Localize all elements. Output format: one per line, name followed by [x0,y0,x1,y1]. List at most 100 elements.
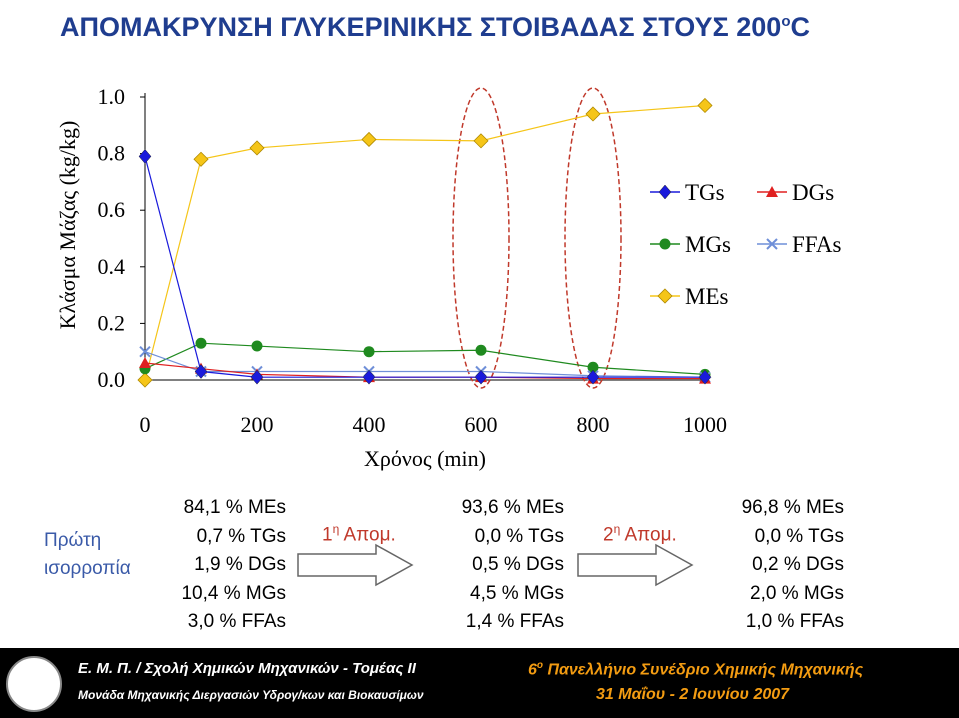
data-point-tgs [698,369,712,385]
footer [0,648,959,718]
footer-conference: 6ο Πανελλήνιο Συνέδριο Χημικής Μηχανικής [528,660,863,679]
step-2-label: 2η Απομ. [603,522,677,546]
legend-marker [657,288,673,304]
composition-1-ffas: 3,0 % FFAs [187,611,286,632]
data-point-mgs [251,340,263,352]
x-tick-label: 600 [465,412,498,437]
y-tick-label: 0.8 [98,141,126,166]
university-seal-icon [6,656,62,712]
composition-3-ffas: 1,0 % FFAs [745,611,844,632]
data-point-ffas-b [139,345,151,358]
x-tick-label: 1000 [683,412,727,437]
series-line-ffas [144,351,706,378]
data-point-mes [585,106,601,122]
composition-1-mes: 84,1 % MEs [183,497,286,518]
data-point-tgs [250,369,264,385]
first-equilibrium-line1: Πρώτη [44,530,102,551]
x-tick-label: 400 [353,412,386,437]
footer-conf-sup: ο [536,660,544,671]
composition-block-3: 96,8 % MEs 0,0 % TGs 0,2 % DGs 2,0 % MGs… [690,494,844,637]
x-tick-label: 800 [577,412,610,437]
step-2-number: 2 [603,524,614,546]
data-point-mes [137,372,153,388]
composition-3-tgs: 0,0 % TGs [754,525,844,547]
data-point-mes [193,151,209,167]
series-line-mgs [144,342,706,375]
highlight-ellipse [452,87,510,389]
footer-dates: 31 Μαΐου - 2 Ιουνίου 2007 [596,686,790,703]
footer-institution: Ε. Μ. Π. / Σχολή Χημικών Μηχανικών - Τομ… [78,660,416,677]
composition-2-tgs: 0,0 % TGs [474,525,564,547]
data-point-mgs [475,344,487,356]
composition-3-mgs: 2,0 % MGs [750,582,844,604]
step-1-text: Απομ. [343,524,396,546]
footer-unit: Μονάδα Μηχανικής Διεργασιών Υδρογ/κων κα… [78,688,424,702]
footer-conf-number: 6 [528,661,537,679]
data-point-mgs [587,361,599,373]
data-point-tgs [474,369,488,385]
composition-2-mgs: 4,5 % MGs [470,582,564,604]
data-point-mes [361,131,377,148]
data-point-tgs [194,364,208,379]
composition-block-2: 93,6 % MEs 0,0 % TGs 0,5 % DGs 4,5 % MGs… [410,494,564,637]
y-tick-label: 0.2 [98,310,126,335]
title-sup: o [781,13,791,30]
x-tick-label: 0 [140,412,151,437]
data-point-tgs [138,149,152,164]
data-point-dgs [139,357,151,369]
composition-2-ffas: 1,4 % FFAs [465,611,564,632]
legend-item-tgs: TGs [650,180,725,205]
legend-marker [658,184,672,200]
legend-item-dgs: DGs [757,180,834,205]
step-2-sup: η [613,522,621,536]
highlight-ellipse [564,87,622,389]
y-axis-label: Κλάσμα Μάζας (kg/kg) [55,121,80,330]
arrows [297,543,694,587]
composition-3-dgs: 0,2 % DGs [752,554,844,575]
data-point-mes [473,133,489,149]
composition-1-mgs: 10,4 % MGs [181,582,286,604]
step-2-text: Απομ. [624,524,677,546]
legend-item-mgs: MGs [650,232,731,257]
step-1-sup: η [332,522,340,536]
step-1-label: 1η Απομ. [322,522,396,546]
composition-2-mes: 93,6 % MEs [461,497,564,518]
composition-1-tgs: 0,7 % TGs [196,525,286,547]
first-equilibrium-line2: ισορροπία [44,558,131,579]
step-1-number: 1 [322,524,333,546]
composition-2-dgs: 0,5 % DGs [472,554,564,575]
footer-conf-text: Πανελλήνιο Συνέδριο Χημικής Μηχανικής [547,661,864,679]
data-point-tgs [362,369,376,385]
data-point-mgs [363,346,375,358]
line-chart: 1.0 0.8 0.6 0.4 0.2 0.0 0 200 400 600 800 1000 Χρόνο… [55,84,841,471]
y-tick-label: 0.6 [98,197,126,222]
legend-label: TGs [685,180,725,205]
legend-marker [766,186,778,197]
title-suffix: C [790,12,811,42]
legend-label: MEs [685,284,729,309]
legend-marker [659,238,671,250]
legend-label: MGs [685,232,731,257]
y-tick-label: 0.0 [98,367,126,392]
composition-3-mes: 96,8 % MEs [741,497,844,518]
title-text: ΑΠΟΜΑΚΡΥΝΣΗ ΓΛΥΚΕΡΙΝΙΚΗΣ ΣΤΟΙΒΑΔΑΣ ΣΤΟΥΣ… [60,12,782,42]
data-point-mgs [195,337,207,349]
composition-block-1: 84,1 % MEs 0,7 % TGs 1,9 % DGs 10,4 % MG… [130,494,286,637]
data-point-tgs [586,369,600,385]
y-tick-label: 1.0 [98,84,126,109]
x-tick-label: 200 [241,412,274,437]
legend-item-ffas: FFAs [757,232,841,257]
composition-1-dgs: 1,9 % DGs [194,554,286,575]
page-title: ΑΠΟΜΑΚΡΥΝΣΗ ΓΛΥΚΕΡΙΝΙΚΗΣ ΣΤΟΙΒΑΔΑΣ ΣΤΟΥΣ… [60,12,810,43]
legend-marker-b [766,238,778,250]
legend-label: FFAs [792,232,841,257]
first-equilibrium-label: Πρώτη ισορροπία [44,527,131,583]
x-axis-label: Χρόνος (min) [364,446,486,471]
data-point-mes [249,140,265,156]
arrow-1-icon [297,543,414,587]
data-point-mes [697,97,713,114]
legend-label: DGs [792,180,834,205]
series-tgs [138,149,712,385]
y-tick-label: 0.4 [98,254,126,279]
legend-item-mes: MEs [650,284,729,309]
